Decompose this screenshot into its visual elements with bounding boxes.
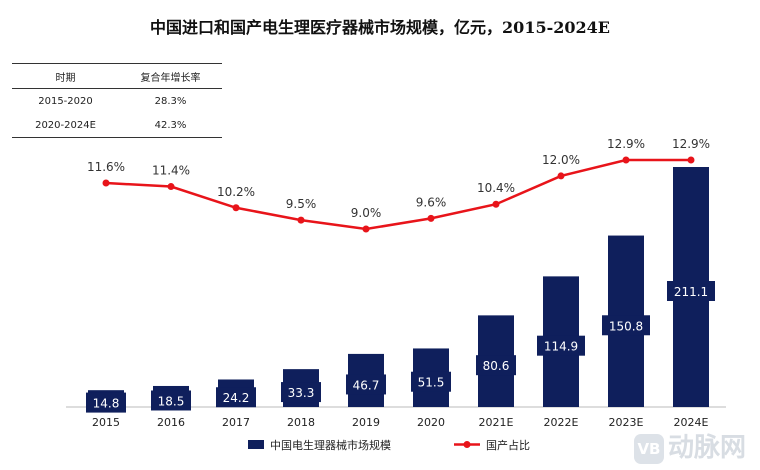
- x-tick-label: 2019: [352, 416, 380, 429]
- legend-line-marker: [463, 441, 471, 448]
- x-tick-label: 2021E: [479, 416, 514, 429]
- chart-title: 中国进口和国产电生理医疗器械市场规模，亿元，2015-2024E: [150, 18, 610, 37]
- bar-value-label-bg: [346, 374, 386, 395]
- x-tick-label: 2020: [417, 416, 445, 429]
- cagr-period: 2015-2020: [38, 95, 93, 107]
- x-tick-label: 2022E: [544, 416, 579, 429]
- watermark-badge: VB: [633, 433, 664, 464]
- bar-value-label: 51.5: [418, 376, 445, 390]
- share-point: [622, 156, 630, 164]
- bar-value-label-bg: [667, 281, 715, 301]
- x-tick-label: 2016: [157, 416, 185, 429]
- watermark: VB 动脉网: [633, 427, 746, 464]
- legend-bar-swatch: [248, 440, 264, 449]
- share-point: [687, 156, 695, 164]
- share-value-label: 11.6%: [87, 160, 125, 174]
- cagr-table-header: 时期 复合年增长率: [12, 63, 222, 89]
- cagr-header-period: 时期: [12, 63, 119, 89]
- share-point: [557, 172, 565, 180]
- bar-value-label: 114.9: [544, 340, 578, 354]
- bar-value-label: 14.8: [93, 397, 120, 411]
- watermark-text: 动脉网: [667, 433, 746, 463]
- cagr-row: 2020-2024E 42.3%: [12, 113, 222, 138]
- share-value-label: 10.4%: [477, 181, 515, 195]
- bar-value-label: 33.3: [288, 386, 315, 400]
- share-value-label: 9.6%: [416, 195, 447, 209]
- cagr-rate: 42.3%: [119, 113, 222, 138]
- bar-value-label: 24.2: [223, 391, 250, 405]
- share-point: [167, 183, 175, 191]
- bar-value-label: 18.5: [158, 394, 185, 408]
- share-point: [492, 200, 500, 208]
- x-tick-label: 2023E: [609, 416, 644, 429]
- share-value-label: 12.9%: [607, 137, 645, 151]
- cagr-table: 时期 复合年增长率 2015-2020 28.3% 2020-2024E 42.…: [12, 63, 222, 138]
- share-value-label: 12.0%: [542, 153, 580, 167]
- legend-bar-label: 中国电生理器械市场规模: [270, 438, 391, 452]
- bar-value-label-bg: [602, 315, 650, 336]
- x-tick-label: 2017: [222, 416, 250, 429]
- bar-value-label-bg: [151, 390, 191, 411]
- bar-value-label: 211.1: [674, 285, 708, 299]
- share-point: [427, 214, 435, 222]
- bar-value-label: 46.7: [353, 378, 380, 392]
- share-point: [232, 204, 240, 212]
- cagr-row: 2015-2020 28.3%: [12, 89, 222, 114]
- legend-line-label: 国产占比: [486, 438, 530, 452]
- bar-value-label: 80.6: [483, 359, 510, 373]
- share-value-label: 10.2%: [217, 185, 255, 199]
- share-line: [105, 158, 691, 231]
- bar-value-label-bg: [216, 387, 256, 408]
- x-tick-label: 2024E: [674, 416, 709, 429]
- cagr-period: 2020-2024E: [12, 113, 119, 138]
- share-point: [102, 179, 110, 187]
- share-value-label: 12.9%: [672, 137, 710, 151]
- bar-value-label-bg: [537, 335, 585, 356]
- bar-value-label-bg: [86, 392, 126, 413]
- share-value-label: 11.4%: [152, 164, 190, 178]
- bar-value-label-bg: [476, 355, 516, 376]
- share-point: [362, 225, 370, 233]
- cagr-rate: 28.3%: [154, 95, 187, 107]
- share-value-label: 9.0%: [351, 206, 382, 220]
- share-value-label: 9.5%: [286, 197, 317, 211]
- bar-value-label-bg: [281, 382, 321, 403]
- x-tick-label: 2015: [92, 416, 120, 429]
- bar-value-label: 150.8: [609, 319, 643, 333]
- x-tick-label: 2018: [287, 416, 315, 429]
- bar-value-label-bg: [411, 371, 451, 392]
- share-point: [297, 216, 305, 224]
- cagr-header-rate: 复合年增长率: [119, 63, 222, 89]
